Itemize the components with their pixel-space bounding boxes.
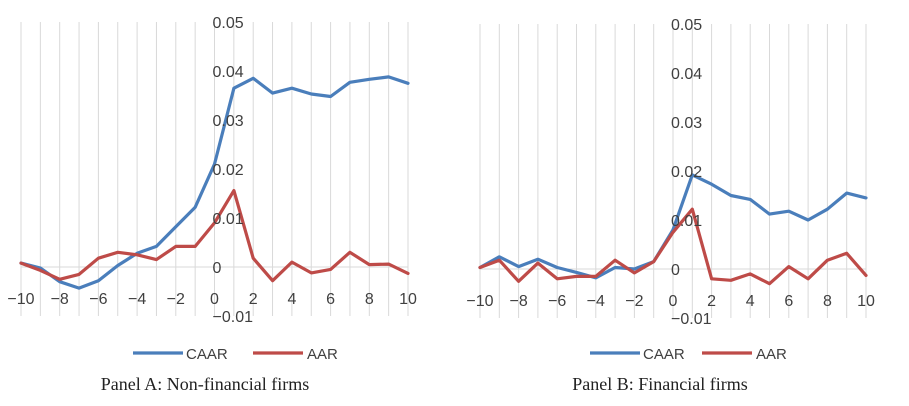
x-tick-label: 10 [857, 293, 875, 310]
y-tick-label: 0.04 [213, 64, 244, 81]
x-tick-label: 6 [784, 293, 793, 310]
x-tick-label: 0 [210, 291, 219, 308]
y-tick-label: 0.05 [671, 17, 702, 34]
legend-label-caar: CAAR [643, 346, 685, 363]
x-tick-label: 4 [746, 293, 755, 310]
x-tick-label: −8 [51, 291, 69, 308]
legend: CAAR AAR [133, 346, 338, 363]
y-tick-label: −0.01 [213, 309, 254, 326]
series-line-aar [19, 189, 410, 283]
legend-label-caar: CAAR [186, 346, 228, 363]
y-tick-label: 0.03 [213, 113, 244, 130]
x-tick-label: 2 [249, 291, 258, 308]
x-tick-label: −4 [128, 291, 146, 308]
y-tick-label: 0 [671, 262, 680, 279]
series-line-aar [478, 207, 868, 286]
panel-caption: Panel B: Financial firms [572, 374, 747, 394]
y-tick-label: 0.02 [213, 162, 244, 179]
y-tick-label: 0.01 [671, 213, 702, 230]
y-tick-label: 0.01 [213, 211, 244, 228]
y-tick-label: 0.03 [671, 115, 702, 132]
legend-label-aar: AAR [756, 346, 787, 363]
x-tick-label: −10 [7, 291, 34, 308]
y-tick-label: 0.04 [671, 66, 702, 83]
x-tick-label: −4 [587, 293, 605, 310]
series-line-caar [478, 173, 868, 280]
y-tick-label: −0.01 [671, 311, 712, 328]
panel-caption: Panel A: Non-financial firms [101, 374, 309, 394]
series-line-caar [19, 75, 410, 290]
x-tick-label: 8 [823, 293, 832, 310]
x-tick-label: −6 [89, 291, 107, 308]
y-tick-label: 0.02 [671, 164, 702, 181]
x-tick-label: −6 [548, 293, 566, 310]
x-tick-label: −2 [167, 291, 185, 308]
y-tick-label: 0 [213, 260, 222, 277]
x-tick-label: 8 [365, 291, 374, 308]
x-tick-label: 4 [287, 291, 296, 308]
legend-label-aar: AAR [307, 346, 338, 363]
x-tick-label: 10 [399, 291, 417, 308]
x-tick-label: 6 [326, 291, 335, 308]
x-tick-label: −10 [466, 293, 493, 310]
y-tick-label: 0.05 [213, 15, 244, 32]
x-tick-label: 0 [669, 293, 678, 310]
legend: CAAR AAR [590, 346, 787, 363]
x-tick-label: 2 [707, 293, 716, 310]
x-tick-label: −8 [509, 293, 527, 310]
x-tick-label: −2 [625, 293, 643, 310]
